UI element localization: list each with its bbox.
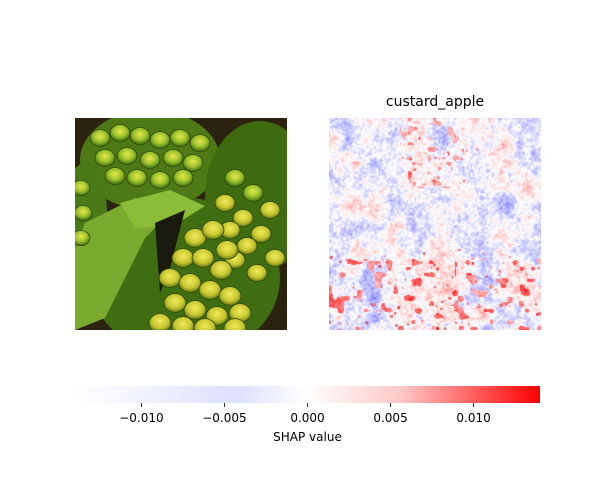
colorbar-tick-label: −0.005 xyxy=(202,411,246,425)
input-image xyxy=(75,118,287,330)
colorbar xyxy=(75,386,540,403)
shap-heatmap xyxy=(329,118,541,330)
colorbar-tick-label: 0.000 xyxy=(290,411,324,425)
colorbar-tick-label: 0.005 xyxy=(373,411,407,425)
colorbar-tick-label: 0.010 xyxy=(456,411,490,425)
colorbar-tick-label: −0.010 xyxy=(119,411,163,425)
heatmap-title: custard_apple xyxy=(385,94,485,110)
colorbar-label: SHAP value xyxy=(273,430,342,444)
